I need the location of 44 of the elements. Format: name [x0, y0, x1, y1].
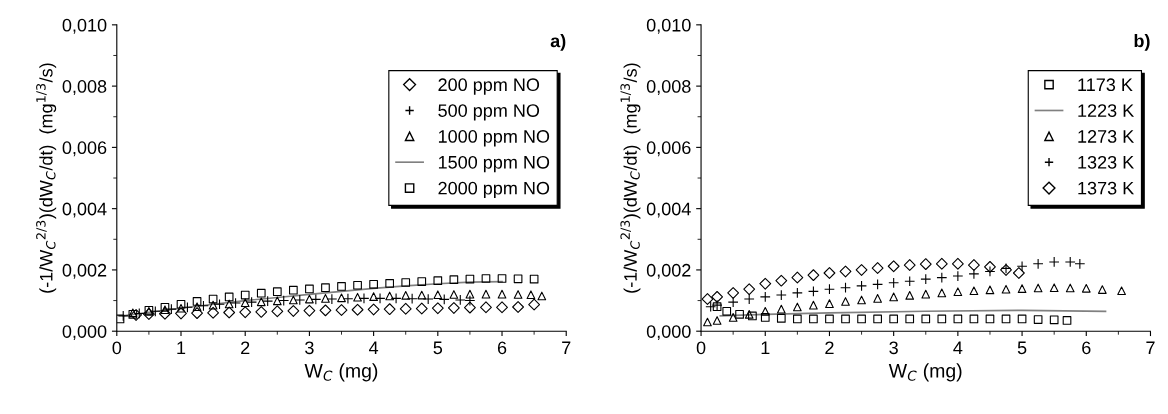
y-axis-title: (-1/W$_{C}$$^{2/3}$)(dW$_{C}$/dt) (mg$^{1/3}$/s): [36, 63, 57, 293]
y-tick-label: 0,000: [62, 325, 107, 341]
legend-label: 2000 ppm NO: [438, 181, 550, 199]
x-tick-label: 5: [1017, 341, 1027, 355]
legend-label: 1223 K: [1078, 104, 1135, 117]
legend-label: 1500 ppm NO: [438, 155, 550, 173]
legend-label: 1273 K: [1078, 130, 1135, 143]
y-tick-label: 0,004: [646, 202, 691, 218]
y-tick-label: 0,004: [62, 202, 107, 218]
y-tick-label: 0,008: [646, 80, 691, 95]
x-tick-label: 3: [305, 341, 314, 355]
x-tick-label: 3: [889, 341, 898, 355]
x-tick-label: 2: [825, 341, 834, 355]
legend-label: 1000 ppm NO: [438, 130, 550, 147]
y-tick-label: 0,008: [62, 80, 107, 95]
y-tick-label: 0,002: [62, 263, 107, 279]
x-tick-label: 0: [112, 341, 122, 355]
x-tick-label: 0: [696, 341, 706, 355]
x-tick-label: 6: [497, 341, 507, 355]
x-tick-label: 1: [177, 341, 186, 355]
x-tick-label: 4: [953, 341, 963, 355]
legend-label: 500 ppm NO: [438, 104, 540, 121]
y-tick-label: 0,010: [646, 18, 691, 34]
annotation: a): [550, 34, 566, 51]
x-tick-label: 7: [1146, 341, 1155, 355]
x-tick-label: 4: [369, 341, 379, 355]
annotation: b): [1134, 34, 1150, 51]
x-axis-title: W$_{C}$ (mg): [304, 363, 378, 382]
x-tick-label: 2: [241, 341, 250, 355]
x-tick-label: 1: [761, 341, 770, 355]
y-tick-label: 0,002: [646, 263, 691, 279]
y-tick-label: 0,010: [62, 18, 107, 34]
x-tick-label: 7: [562, 341, 571, 355]
legend-label: 1173 K: [1078, 78, 1133, 92]
y-tick-label: 0,006: [62, 141, 107, 157]
x-tick-label: 6: [1082, 341, 1091, 355]
legend-label: 1373 K: [1078, 181, 1135, 195]
y-tick-label: 0,006: [646, 141, 691, 157]
y-axis-title: (-1/W$_{C}$$^{2/3}$)(dW$_{C}$/dt) (mg$^{1/3}$/s): [620, 63, 641, 293]
legend-label: 1323 K: [1078, 155, 1135, 169]
x-tick-label: 5: [433, 341, 443, 355]
legend-label: 200 ppm NO: [438, 78, 540, 95]
x-axis-title: W$_{C}$ (mg): [888, 363, 962, 382]
y-tick-label: 0,000: [646, 325, 691, 341]
